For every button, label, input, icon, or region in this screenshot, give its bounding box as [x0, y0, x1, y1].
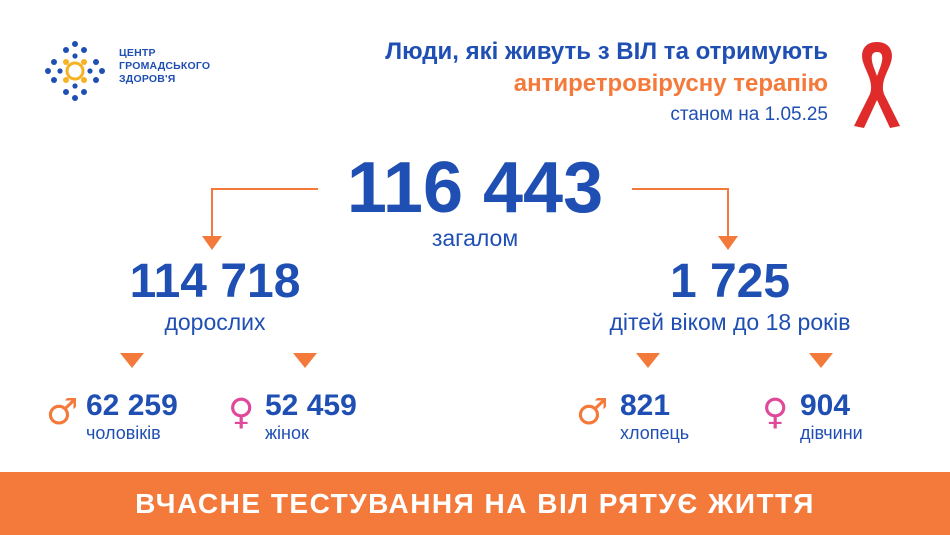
adults-label: дорослих: [164, 309, 266, 335]
girls-label: дівчини: [800, 423, 863, 443]
boys-down-triangle: [636, 353, 660, 368]
date-label: станом на 1.05.25: [670, 104, 828, 125]
men-value: 62 259: [86, 389, 178, 422]
children-label: дітей віком до 18 років: [609, 309, 851, 335]
male-symbol-icon: ♂: [46, 392, 79, 433]
boys-label: хлопець: [620, 423, 690, 443]
women-label: жінок: [265, 423, 309, 443]
male-symbol-icon: ♂: [576, 392, 609, 433]
boys-value: 821: [620, 389, 671, 422]
banner-text: ВЧАСНЕ ТЕСТУВАННЯ НА ВІЛ РЯТУЄ ЖИТТЯ: [135, 487, 815, 519]
red-ribbon-icon: [854, 42, 900, 128]
girls-down-triangle: [809, 353, 833, 368]
adults-value: 114 718: [129, 255, 301, 308]
women-value: 52 459: [265, 389, 357, 422]
children-value: 1 725: [669, 255, 791, 308]
female-symbol-icon: ♀: [762, 392, 789, 433]
logo-text: ЦЕНТР ГРОМАДСЬКОГО ЗДОРОВ'Я: [119, 47, 210, 86]
title-line-1: Люди, які живуть з ВІЛ та отримують: [385, 38, 828, 65]
girls-value: 904: [800, 389, 851, 422]
logo-line-1: ЦЕНТР: [119, 47, 156, 59]
total-value: 116 443: [346, 148, 604, 228]
public-health-center-logo-icon: [45, 41, 105, 101]
title-line-2: антиретровірусну терапію: [513, 70, 828, 97]
logo-line-3: ЗДОРОВ'Я: [119, 73, 176, 85]
total-label: загалом: [431, 225, 519, 251]
female-symbol-icon: ♀: [228, 392, 255, 433]
logo-line-2: ГРОМАДСЬКОГО: [119, 60, 211, 72]
men-down-triangle: [120, 353, 144, 368]
bottom-banner: ВЧАСНЕ ТЕСТУВАННЯ НА ВІЛ РЯТУЄ ЖИТТЯ: [0, 472, 950, 535]
men-label: чоловіків: [86, 423, 161, 443]
women-down-triangle: [293, 353, 317, 368]
